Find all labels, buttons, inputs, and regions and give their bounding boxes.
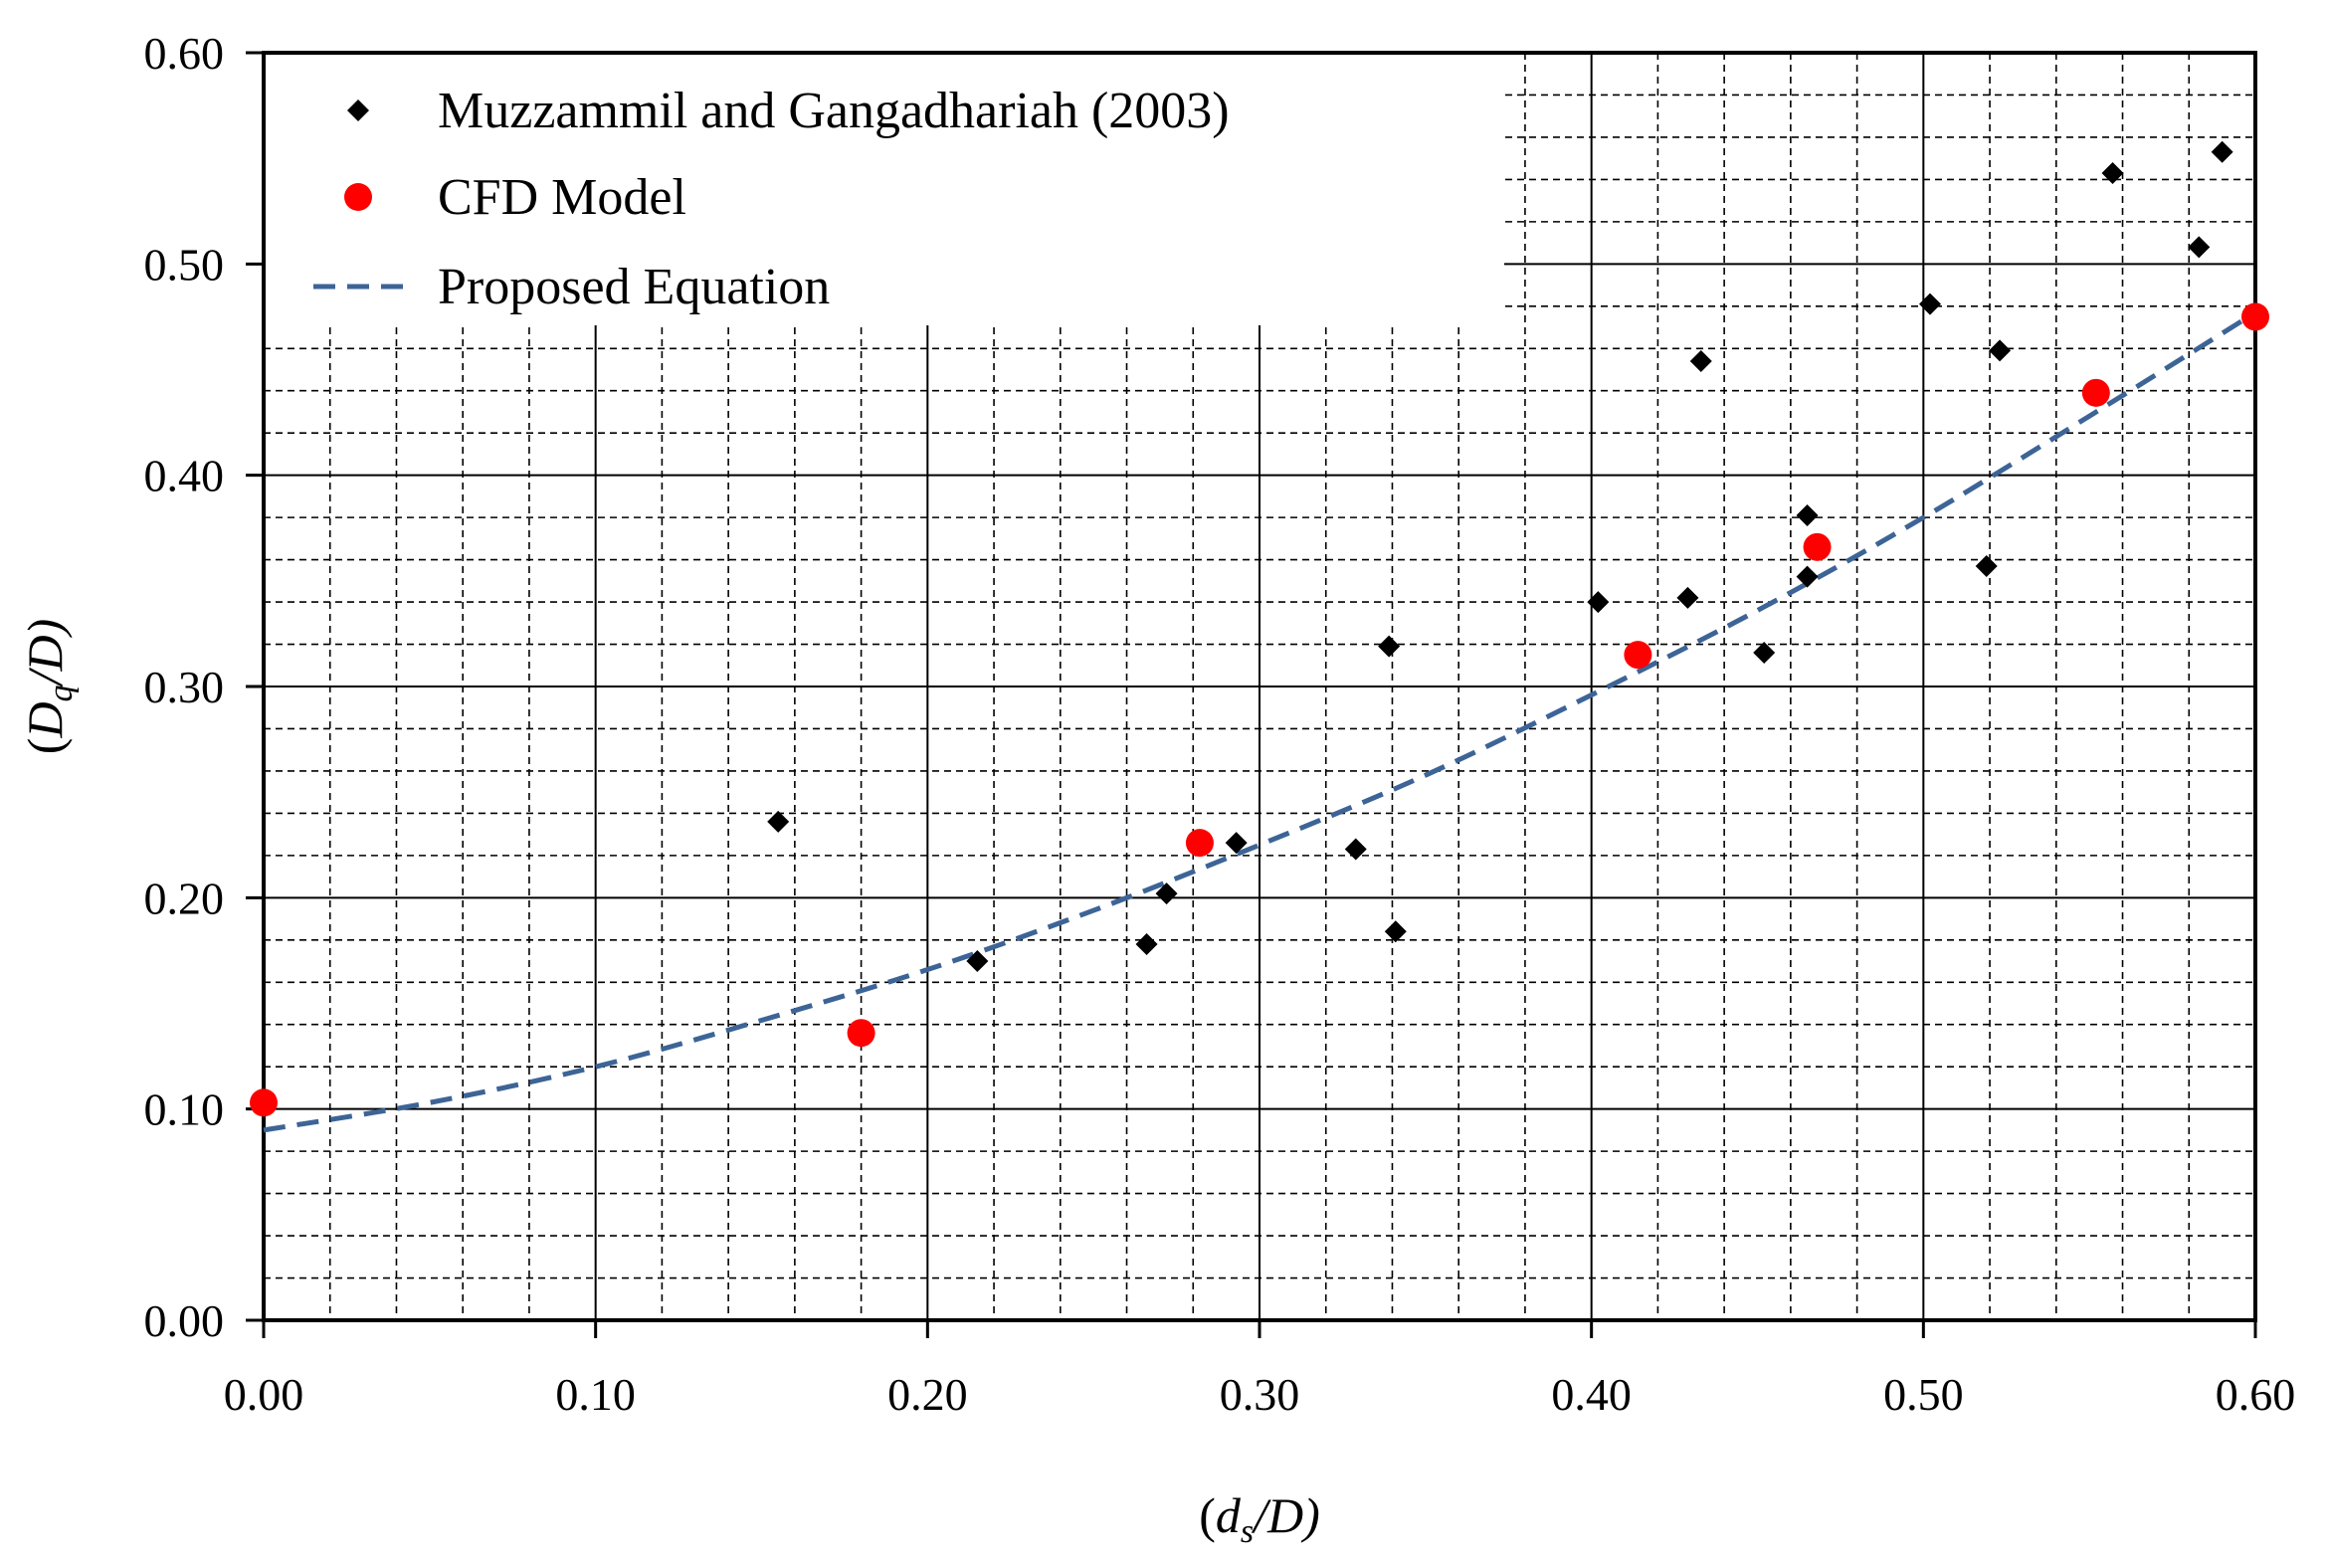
cfd-model-data-point bbox=[250, 1088, 278, 1117]
series-layer bbox=[250, 140, 2269, 1133]
legend-circle-marker bbox=[344, 183, 372, 211]
proposed-equation-line bbox=[263, 310, 2257, 1133]
muzzammil-data-point bbox=[1796, 565, 1819, 588]
muzzammil-data-point bbox=[1753, 642, 1776, 665]
x-tick-label: 0.00 bbox=[224, 1369, 304, 1420]
y-tick-label: 0.30 bbox=[144, 662, 225, 712]
muzzammil-data-point bbox=[1135, 933, 1158, 956]
muzzammil-data-point bbox=[966, 950, 989, 973]
x-tick-label: 0.10 bbox=[555, 1369, 636, 1420]
muzzammil-data-point bbox=[1344, 838, 1367, 861]
cfd-model-data-point bbox=[2241, 302, 2269, 331]
x-axis-title-var: d bbox=[1216, 1487, 1242, 1543]
y-axis-title: (Dq/D) bbox=[17, 619, 80, 754]
legend-label-proposed-equation: Proposed Equation bbox=[438, 259, 830, 315]
x-tick-label: 0.30 bbox=[1220, 1369, 1300, 1420]
x-axis-title-open: ( bbox=[1199, 1487, 1216, 1543]
legend-background bbox=[266, 55, 1504, 325]
cfd-model-data-point bbox=[2081, 378, 2110, 407]
muzzammil-data-point bbox=[1384, 920, 1407, 943]
muzzammil-data-point bbox=[2101, 162, 2124, 185]
legend-diamond-marker bbox=[347, 99, 369, 121]
muzzammil-data-point bbox=[1155, 882, 1178, 905]
muzzammil-data-point bbox=[2211, 140, 2233, 163]
y-axis-title-open: ( bbox=[17, 738, 73, 755]
y-tick-label: 0.20 bbox=[144, 873, 225, 923]
cfd-model-data-point bbox=[1624, 641, 1652, 670]
y-axis-title-rest: /D) bbox=[17, 619, 73, 688]
x-tick-label: 0.50 bbox=[1883, 1369, 1964, 1420]
x-tick-label: 0.40 bbox=[1551, 1369, 1632, 1420]
axis-ticks bbox=[246, 51, 2257, 1338]
muzzammil-data-point bbox=[1225, 832, 1248, 855]
y-tick-label: 0.40 bbox=[144, 451, 225, 501]
legend-item-proposed-equation: Proposed Equation bbox=[313, 259, 830, 315]
x-tick-label: 0.20 bbox=[887, 1369, 968, 1420]
muzzammil-data-point bbox=[1919, 293, 1942, 315]
axis-tick-labels: 0.00 0.10 0.20 0.30 0.40 0.50 0.60 0.00 0.10 0.20… bbox=[144, 28, 2296, 1420]
muzzammil-data-point bbox=[1587, 591, 1610, 614]
y-tick-label: 0.00 bbox=[144, 1295, 225, 1346]
muzzammil-data-point bbox=[1796, 504, 1819, 527]
cfd-model-data-point bbox=[1185, 829, 1214, 858]
x-axis-title: (ds/D) bbox=[1199, 1487, 1320, 1550]
y-axis-title-var: D bbox=[17, 701, 73, 738]
legend-label-muzzammil: Muzzammil and Gangadhariah (2003) bbox=[438, 83, 1230, 139]
cfd-model-data-point bbox=[847, 1019, 875, 1048]
legend-label-cfd-model: CFD Model bbox=[438, 169, 686, 226]
muzzammil-data-point bbox=[1975, 554, 1998, 577]
x-tick-label: 0.60 bbox=[2216, 1369, 2296, 1420]
y-tick-label: 0.60 bbox=[144, 28, 225, 79]
y-tick-label: 0.50 bbox=[144, 239, 225, 290]
y-axis-title-subscript: q bbox=[43, 685, 80, 701]
muzzammil-data-point bbox=[1378, 635, 1401, 658]
muzzammil-data-point bbox=[767, 810, 790, 833]
legend-item-cfd-model: CFD Model bbox=[344, 169, 686, 226]
x-axis-title-rest: /D) bbox=[1251, 1487, 1320, 1543]
muzzammil-data-point bbox=[2188, 236, 2211, 259]
y-tick-label: 0.10 bbox=[144, 1084, 225, 1135]
cfd-model-data-point bbox=[1803, 532, 1832, 561]
muzzammil-data-point bbox=[1989, 339, 2012, 362]
x-axis-title-subscript: s bbox=[1241, 1513, 1254, 1550]
legend-item-muzzammil: Muzzammil and Gangadhariah (2003) bbox=[347, 83, 1230, 139]
muzzammil-data-point bbox=[1689, 350, 1712, 373]
muzzammil-data-point bbox=[1676, 586, 1699, 609]
legend: Muzzammil and Gangadhariah (2003) CFD Mo… bbox=[313, 83, 1230, 315]
